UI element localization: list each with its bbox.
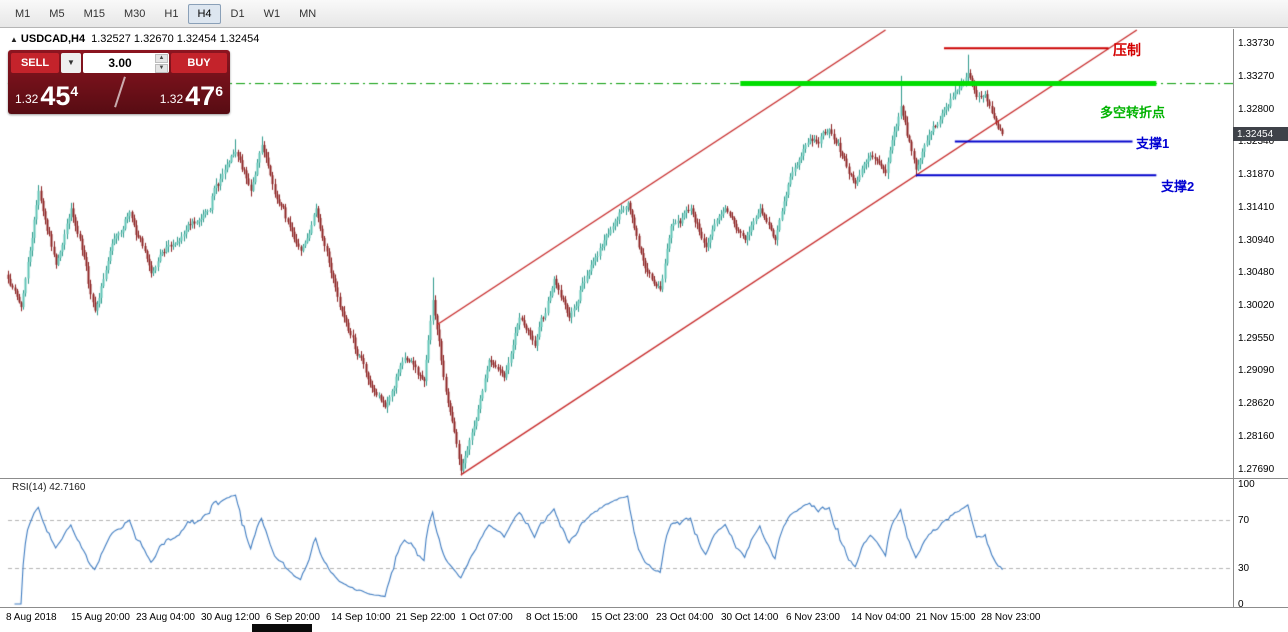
bid-pip-digit: 4 bbox=[70, 83, 79, 99]
ask-prefix: 1.32 bbox=[159, 92, 184, 106]
time-axis-label: 21 Sep 22:00 bbox=[396, 612, 456, 623]
collapse-chart-panel-icon[interactable]: ▲ bbox=[10, 35, 18, 44]
time-axis-label: 6 Nov 23:00 bbox=[786, 612, 840, 623]
timeframe-button-h4[interactable]: H4 bbox=[188, 3, 221, 24]
timeframe-button-m30[interactable]: M30 bbox=[123, 7, 146, 20]
ask-pip-digit: 6 bbox=[215, 83, 223, 99]
price-axis-label: 1.28620 bbox=[1238, 398, 1275, 410]
price-axis-label: 1.27690 bbox=[1238, 463, 1275, 475]
time-axis-label: 1 Oct 07:00 bbox=[461, 612, 513, 623]
time-axis-label: 21 Nov 15:00 bbox=[916, 612, 976, 623]
price-axis-label: 1.30480 bbox=[1238, 267, 1275, 279]
price-axis-label: 1.31410 bbox=[1238, 201, 1275, 213]
chart-title: ▲ USDCAD,H4 1.32527 1.32670 1.32454 1.3245… bbox=[10, 33, 259, 45]
price-axis-label: 1.33730 bbox=[1238, 38, 1275, 50]
turning-point-label: 多空转折点 bbox=[1100, 105, 1166, 120]
resistance-label: 压制 bbox=[1113, 42, 1141, 58]
rsi-axis-label: 30 bbox=[1238, 563, 1250, 574]
ask-quote: 1.32 47 6 bbox=[160, 81, 223, 111]
time-axis-label: 15 Oct 23:00 bbox=[591, 612, 649, 623]
rsi-axis-label: 0 bbox=[1238, 599, 1244, 610]
volume-increment-button[interactable]: ▲ bbox=[155, 54, 168, 63]
time-axis-label: 30 Oct 14:00 bbox=[721, 612, 779, 623]
timeframe-button-w1[interactable]: W1 bbox=[263, 7, 281, 20]
ask-big-digits: 47 bbox=[185, 81, 216, 111]
price-axis-label: 1.33270 bbox=[1238, 70, 1275, 82]
timeframe-button-mn[interactable]: MN bbox=[299, 7, 317, 20]
price-axis-label: 1.32800 bbox=[1238, 103, 1275, 115]
time-axis-label: 15 Aug 20:00 bbox=[71, 612, 130, 623]
price-axis-label: 1.28160 bbox=[1238, 430, 1275, 442]
time-axis-label: 14 Sep 10:00 bbox=[331, 612, 391, 623]
time-axis-label: 23 Oct 04:00 bbox=[656, 612, 714, 623]
bid-prefix: 1.32 bbox=[15, 92, 39, 106]
timeframe-toolbar: M1 M5 M15 M30 H1 H4 D1 W1 MN bbox=[0, 0, 1288, 28]
ohlc-values: 1.32527 1.32670 1.32454 1.32454 bbox=[91, 33, 260, 45]
timeframe-button-m1[interactable]: M1 bbox=[15, 7, 31, 20]
bid-quote: 1.32 45 4 bbox=[15, 81, 78, 111]
volume-input[interactable] bbox=[83, 53, 169, 73]
rsi-axis-label: 70 bbox=[1238, 515, 1250, 526]
time-axis-label: 14 Nov 04:00 bbox=[851, 612, 911, 623]
timeframe-button-d1[interactable]: D1 bbox=[230, 7, 245, 20]
price-axis-label: 1.29090 bbox=[1238, 365, 1275, 377]
timeframe-button-m15[interactable]: M15 bbox=[83, 7, 105, 20]
time-axis-label: 28 Nov 23:00 bbox=[981, 612, 1041, 623]
rsi-pane-separator bbox=[0, 607, 1288, 608]
rsi-indicator-label: RSI(14) 42.7160 bbox=[12, 482, 86, 493]
time-axis-label: 8 Aug 2018 bbox=[6, 612, 57, 623]
support1-label: 支撑1 bbox=[1136, 136, 1170, 151]
current-price-tag: 1.32454 bbox=[1233, 127, 1288, 142]
volume-dropdown[interactable]: ▼ bbox=[61, 53, 81, 73]
price-axis-label: 1.29550 bbox=[1238, 332, 1275, 344]
timeframe-button-m5[interactable]: M5 bbox=[49, 7, 65, 20]
price-axis-label: 1.31870 bbox=[1238, 169, 1275, 181]
buy-button[interactable]: BUY bbox=[171, 53, 227, 73]
quote-divider bbox=[114, 76, 126, 108]
time-axis-label: 6 Sep 20:00 bbox=[266, 612, 320, 623]
time-axis-label: 23 Aug 04:00 bbox=[136, 612, 195, 623]
support2-label: 支撑2 bbox=[1161, 179, 1195, 194]
bid-big-digits: 45 bbox=[40, 81, 71, 111]
volume-decrement-button[interactable]: ▼ bbox=[155, 64, 168, 73]
symbol-period-label: USDCAD,H4 bbox=[20, 33, 86, 45]
time-axis-label: 30 Aug 12:00 bbox=[201, 612, 260, 623]
price-axis[interactable] bbox=[1233, 29, 1288, 607]
sell-button[interactable]: SELL bbox=[11, 53, 59, 73]
price-axis-label: 1.32340 bbox=[1238, 136, 1275, 148]
pane-separator[interactable] bbox=[0, 478, 1288, 479]
timeframe-button-h1[interactable]: H1 bbox=[164, 7, 179, 20]
one-click-trading-panel: SELL ▼ ▲ ▼ BUY 1.32 45 4 1.32 47 6 bbox=[8, 50, 230, 114]
rsi-axis-label: 100 bbox=[1238, 479, 1255, 490]
price-axis-label: 1.30020 bbox=[1238, 299, 1275, 311]
time-axis[interactable] bbox=[0, 608, 1288, 632]
volume-field: ▲ ▼ bbox=[83, 53, 169, 73]
time-axis-label: 8 Oct 15:00 bbox=[526, 612, 578, 623]
taskbar-fragment bbox=[252, 624, 312, 632]
price-axis-label: 1.30940 bbox=[1238, 234, 1275, 246]
chevron-down-icon: ▼ bbox=[67, 58, 75, 67]
